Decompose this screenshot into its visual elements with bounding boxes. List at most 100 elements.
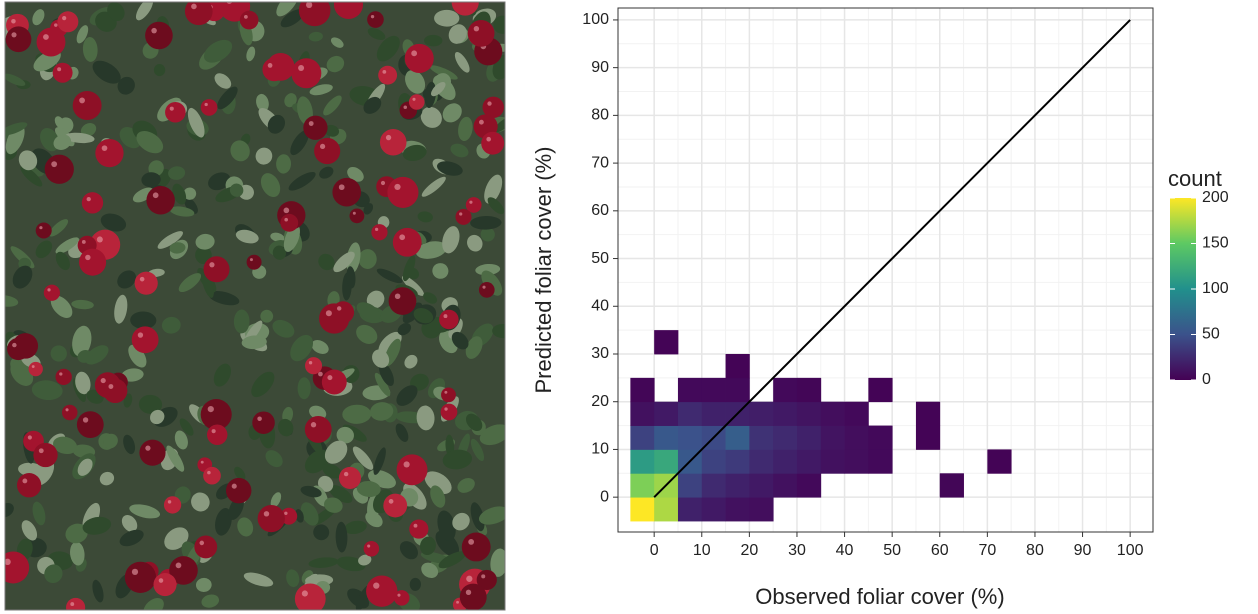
- photo-leaf: [401, 275, 425, 296]
- heat-cell: [725, 353, 750, 379]
- photo-berry-shine: [373, 582, 380, 589]
- identity-line: [653, 19, 1131, 498]
- photo-berry-shine: [108, 384, 114, 389]
- photo-leaf: [481, 270, 503, 296]
- photo-leaf: [409, 577, 421, 591]
- photo-leaf: [21, 520, 38, 541]
- photo-leaf: [230, 140, 250, 162]
- photo-berry: [409, 519, 429, 539]
- photo-berry: [203, 466, 221, 485]
- photo-berry-shine: [301, 590, 308, 597]
- photo-berry: [57, 11, 79, 33]
- photo-leaf: [402, 302, 423, 324]
- photo-berry-shine: [305, 2, 313, 9]
- photo-leaf: [157, 231, 184, 249]
- photo-berry: [378, 65, 398, 85]
- photo-berry-shine: [443, 314, 448, 319]
- photo-berry-shine: [403, 105, 408, 109]
- photo-berry-shine: [65, 408, 69, 412]
- photo-leaf: [69, 541, 85, 566]
- photo-berry-shine: [352, 211, 356, 215]
- photo-berry: [239, 10, 259, 30]
- photo-leaf: [297, 377, 311, 400]
- photo-leaf: [395, 423, 409, 442]
- photo-leaf: [457, 478, 475, 493]
- colorbar-tick-label: 100: [1202, 280, 1229, 297]
- photo-berry-shine: [96, 236, 103, 243]
- photo-berry-shine: [51, 161, 58, 168]
- heat-cell: [773, 401, 798, 426]
- heat-cell: [701, 449, 726, 474]
- photo-leaf: [80, 123, 97, 137]
- photo-berry: [392, 227, 422, 257]
- photo-berry-shine: [411, 50, 418, 57]
- x-tick-label: 20: [740, 542, 758, 559]
- photo-leaf: [344, 520, 367, 535]
- photo-berry: [146, 186, 175, 215]
- photo-berry: [388, 287, 417, 315]
- photo-leaf: [317, 475, 334, 492]
- heat-cell: [915, 401, 941, 426]
- photo-berry: [304, 416, 332, 443]
- photo-berry-shine: [11, 18, 16, 24]
- heat-cell: [630, 473, 655, 498]
- heat-cell: [654, 425, 679, 450]
- photo-leaf: [241, 335, 267, 350]
- photo-berry: [478, 282, 495, 298]
- photo-leaf: [132, 187, 154, 203]
- y-tick-label: 40: [591, 297, 609, 314]
- photo-berry-shine: [284, 217, 288, 222]
- photo-berry-shine: [207, 406, 214, 413]
- photo-leaf: [123, 434, 136, 455]
- heat-cell: [820, 401, 845, 426]
- photo-leaf: [251, 371, 275, 398]
- photo-berry: [200, 99, 218, 116]
- heat-cell: [796, 449, 822, 474]
- heat-cell: [701, 377, 726, 403]
- photo-leaf: [65, 523, 88, 544]
- x-tick-label: 90: [1074, 542, 1092, 559]
- photo-leaf: [465, 413, 483, 431]
- photo-leaf: [438, 551, 466, 569]
- photo-berry-shine: [382, 69, 387, 74]
- photo-berry-shine: [465, 589, 472, 596]
- photo-leaf: [82, 516, 112, 535]
- photo-berry: [465, 197, 482, 213]
- heat-cell: [773, 377, 798, 403]
- photo-berry-shine: [482, 285, 486, 289]
- photo-berry-shine: [131, 568, 139, 575]
- photo-leaf: [399, 541, 418, 560]
- photo-berry-shine: [145, 445, 151, 451]
- photo-leaf: [18, 150, 38, 171]
- photo-leaf: [213, 363, 231, 387]
- heat-cell: [796, 473, 822, 498]
- photo-leaf: [309, 84, 333, 96]
- photo-berry-shine: [85, 254, 91, 261]
- photo-berry-shine: [27, 435, 32, 440]
- photo-berry: [363, 541, 380, 557]
- photo-leaf: [452, 512, 470, 531]
- heat-cell: [987, 449, 1012, 474]
- photo-leaf: [136, 131, 164, 154]
- photo-berry-shine: [257, 416, 262, 422]
- photo-berry-shine: [169, 106, 174, 111]
- photo-berry: [455, 208, 472, 225]
- plot-border: [617, 7, 1154, 533]
- photo-leaf: [208, 172, 231, 191]
- photo-leaf: [54, 116, 65, 129]
- photo-leaf: [405, 69, 426, 94]
- photo-leaf: [376, 35, 400, 62]
- photo-berry-shine: [459, 212, 463, 216]
- photo-leaf: [484, 174, 503, 204]
- photo-berry: [262, 57, 286, 82]
- photo-berry-shine: [263, 511, 270, 517]
- photo-border: [4, 1, 506, 611]
- photo-berry: [461, 532, 491, 562]
- photo-berry: [79, 248, 107, 276]
- y-tick-label: 50: [591, 250, 609, 267]
- photo-leaf: [178, 273, 202, 293]
- photo-berry: [5, 551, 30, 584]
- photo-leaf: [295, 509, 304, 523]
- photo-berry: [61, 404, 78, 421]
- photo-berry: [482, 96, 504, 119]
